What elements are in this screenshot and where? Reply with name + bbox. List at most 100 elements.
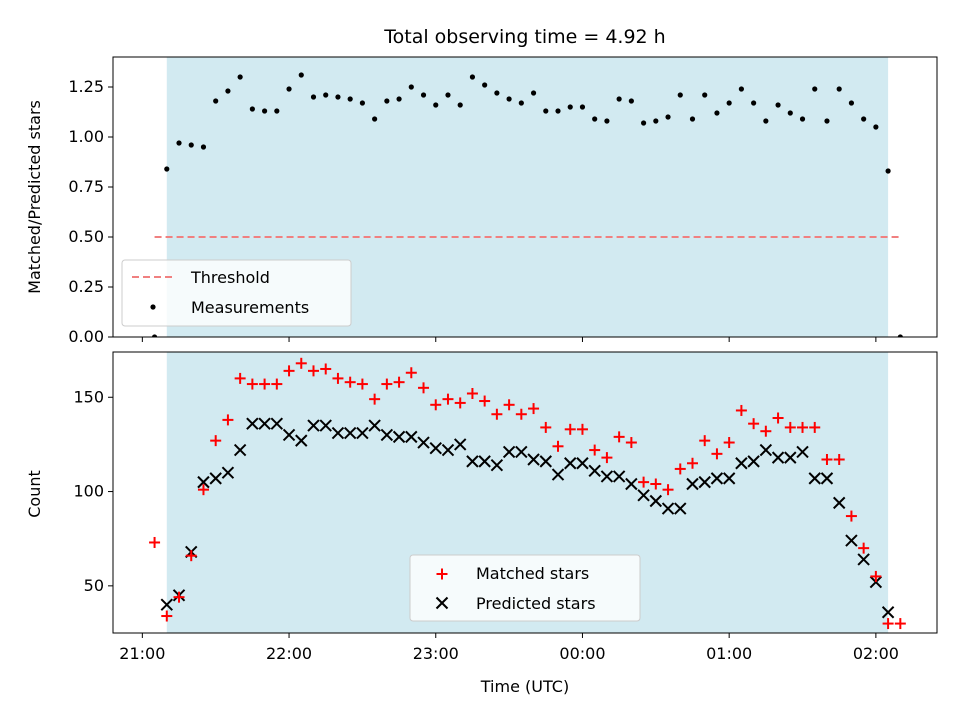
matched-star-point bbox=[748, 418, 760, 430]
predicted-star-point bbox=[735, 457, 748, 470]
predicted-star-point bbox=[661, 502, 675, 515]
bottom-panel: 50 100 150 21:00 22:00 23:00 00:00 01:00 02:00 Ma… bbox=[73, 351, 938, 663]
measurement-point bbox=[738, 86, 744, 92]
measurement-point bbox=[665, 114, 671, 120]
measurement-point bbox=[836, 86, 842, 92]
measurement-point bbox=[225, 88, 231, 94]
predicted-star-point bbox=[869, 575, 883, 589]
measurement-point bbox=[335, 94, 341, 100]
y-tick-label: 0.00 bbox=[68, 327, 104, 346]
measurement-point bbox=[249, 106, 255, 112]
x-tick-label: 23:00 bbox=[413, 644, 459, 663]
measurement-point bbox=[848, 100, 855, 106]
plot-area bbox=[149, 357, 906, 630]
matched-star-point bbox=[466, 387, 478, 399]
x-tick-label: 00:00 bbox=[559, 644, 605, 663]
measurement-point bbox=[457, 102, 463, 108]
measurement-point bbox=[286, 86, 292, 92]
predicted-star-point bbox=[576, 457, 589, 470]
measurement-point bbox=[689, 116, 696, 122]
matched-star-point bbox=[381, 378, 393, 390]
measurement-point bbox=[787, 110, 793, 116]
measurement-point bbox=[372, 116, 378, 122]
predicted-star-point bbox=[674, 502, 687, 515]
measurement-point bbox=[653, 118, 659, 124]
matched-star-point bbox=[295, 357, 307, 369]
matched-star-point bbox=[784, 421, 796, 433]
predicted-star-point bbox=[478, 455, 491, 468]
predicted-star-point bbox=[392, 430, 406, 444]
y-tick-label: 1.00 bbox=[68, 127, 104, 146]
legend-box bbox=[409, 554, 641, 622]
predicted-star-point bbox=[832, 496, 846, 510]
measurement-point bbox=[420, 92, 427, 98]
measurement-point bbox=[555, 108, 561, 114]
measurement-point bbox=[176, 140, 182, 146]
predicted-star-point bbox=[686, 477, 699, 491]
legend-box bbox=[121, 259, 352, 327]
predicted-star-point bbox=[771, 451, 785, 464]
predicted-star-point bbox=[612, 470, 626, 483]
matched-star-point bbox=[894, 618, 906, 630]
matched-star-point bbox=[638, 476, 650, 488]
top-y-axis-label: Matched/Predicted stars bbox=[25, 100, 44, 294]
y-tick-label: 100 bbox=[73, 482, 104, 501]
legend-predicted-label: Predicted stars bbox=[476, 594, 596, 613]
measurement-point bbox=[469, 74, 476, 80]
predicted-star-point bbox=[343, 426, 357, 440]
matched-star-point bbox=[393, 376, 405, 388]
matched-star-point bbox=[491, 408, 503, 420]
measurement-point bbox=[506, 96, 512, 102]
measurement-point bbox=[812, 86, 818, 92]
predicted-star-point bbox=[857, 553, 870, 566]
predicted-star-point bbox=[246, 417, 259, 430]
measurement-point bbox=[518, 100, 524, 106]
y-tick-label: 0.25 bbox=[68, 277, 104, 296]
predicted-star-point bbox=[820, 472, 834, 485]
x-tick-label: 21:00 bbox=[119, 644, 165, 663]
matched-star-point bbox=[576, 423, 588, 435]
matched-star-point bbox=[589, 444, 601, 456]
measurement-point bbox=[714, 110, 720, 116]
top-legend: Threshold Measurements bbox=[121, 259, 352, 327]
measurement-point bbox=[274, 108, 280, 114]
predicted-star-point bbox=[429, 441, 442, 455]
measurement-point bbox=[530, 90, 537, 96]
predicted-star-point bbox=[307, 419, 320, 432]
matched-star-point bbox=[797, 421, 809, 433]
matched-star-point bbox=[271, 378, 283, 390]
matched-star-point bbox=[454, 397, 466, 409]
predicted-star-point bbox=[527, 453, 540, 466]
predicted-star-point bbox=[808, 472, 821, 485]
predicted-star-point bbox=[160, 598, 173, 611]
predicted-star-point bbox=[600, 470, 614, 483]
predicted-star-point bbox=[759, 443, 773, 457]
measurement-point bbox=[616, 96, 622, 102]
matched-star-point bbox=[845, 510, 857, 522]
top-panel: 0.00 0.25 0.50 0.75 1.00 1.25 Threshold Measure… bbox=[68, 56, 938, 346]
predicted-star-point bbox=[295, 434, 308, 447]
x-tick-label: 02:00 bbox=[853, 644, 899, 663]
measurement-point bbox=[604, 118, 610, 124]
matched-star-point bbox=[173, 591, 185, 603]
measurement-point bbox=[188, 142, 194, 148]
measurement-point bbox=[433, 102, 439, 108]
matched-star-point bbox=[344, 376, 356, 388]
x-tick-label: 22:00 bbox=[266, 644, 312, 663]
predicted-star-point bbox=[405, 430, 418, 444]
matched-star-point bbox=[613, 431, 625, 443]
measurement-point bbox=[873, 124, 879, 130]
y-tick-label: 0.75 bbox=[68, 177, 104, 196]
predicted-star-point bbox=[722, 472, 736, 485]
predicted-star-point bbox=[258, 417, 271, 430]
matched-star-point bbox=[149, 536, 161, 548]
y-tick-label: 1.25 bbox=[68, 77, 104, 96]
measurement-point bbox=[445, 92, 451, 98]
measurement-point bbox=[861, 116, 867, 122]
legend-threshold-label: Threshold bbox=[190, 268, 270, 287]
measurement-point bbox=[640, 120, 647, 126]
predicted-star-point bbox=[319, 419, 332, 432]
matched-star-point bbox=[356, 378, 368, 390]
matched-star-point bbox=[332, 372, 344, 384]
x-axis-label: Time (UTC) bbox=[480, 677, 569, 696]
